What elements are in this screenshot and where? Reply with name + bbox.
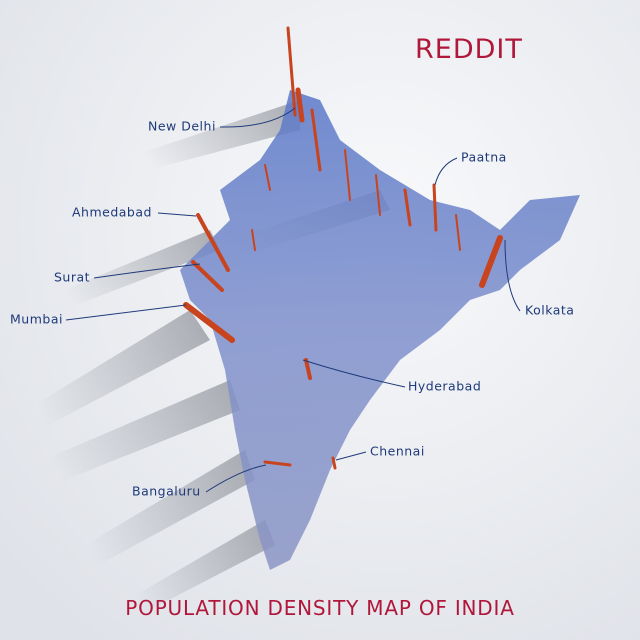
india-landmass	[180, 90, 580, 570]
city-label: New Delhi	[148, 119, 216, 134]
city-label: Paatna	[461, 150, 507, 165]
leader-lines	[65, 107, 521, 493]
city-label: Surat	[54, 270, 90, 285]
city-label: Kolkata	[525, 303, 574, 318]
city-label: Ahmedabad	[72, 205, 152, 220]
city-label: Hyderabad	[408, 379, 481, 394]
city-label: Mumbai	[10, 312, 63, 327]
footer-title: POPULATION DENSITY MAP OF INDIA	[125, 596, 514, 620]
city-label: Chennai	[370, 444, 425, 459]
density-spikes	[183, 26, 503, 470]
city-label: Bangaluru	[132, 484, 201, 499]
title: REDDIT	[415, 34, 523, 65]
